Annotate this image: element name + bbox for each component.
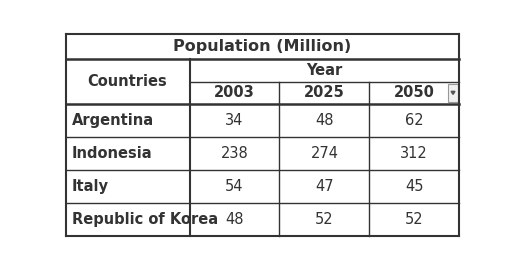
Text: Population (Million): Population (Million) bbox=[173, 39, 352, 54]
Text: 34: 34 bbox=[225, 113, 244, 128]
Text: 45: 45 bbox=[405, 179, 423, 194]
Text: 238: 238 bbox=[221, 146, 248, 161]
Bar bbox=[447, 84, 458, 102]
Text: 2003: 2003 bbox=[214, 85, 255, 100]
Text: Argentina: Argentina bbox=[72, 113, 154, 128]
Text: Year: Year bbox=[306, 63, 343, 78]
Text: 62: 62 bbox=[405, 113, 423, 128]
Text: 52: 52 bbox=[315, 212, 334, 227]
Text: Countries: Countries bbox=[88, 74, 167, 89]
Polygon shape bbox=[451, 91, 455, 95]
Text: 274: 274 bbox=[310, 146, 338, 161]
Text: 48: 48 bbox=[315, 113, 334, 128]
Text: 47: 47 bbox=[315, 179, 334, 194]
Text: 52: 52 bbox=[405, 212, 423, 227]
Text: 2025: 2025 bbox=[304, 85, 345, 100]
Text: 48: 48 bbox=[225, 212, 244, 227]
Text: Italy: Italy bbox=[72, 179, 109, 194]
Text: Indonesia: Indonesia bbox=[72, 146, 153, 161]
Text: 2050: 2050 bbox=[394, 85, 435, 100]
Text: Republic of Korea: Republic of Korea bbox=[72, 212, 218, 227]
Text: 312: 312 bbox=[400, 146, 428, 161]
Text: 54: 54 bbox=[225, 179, 244, 194]
